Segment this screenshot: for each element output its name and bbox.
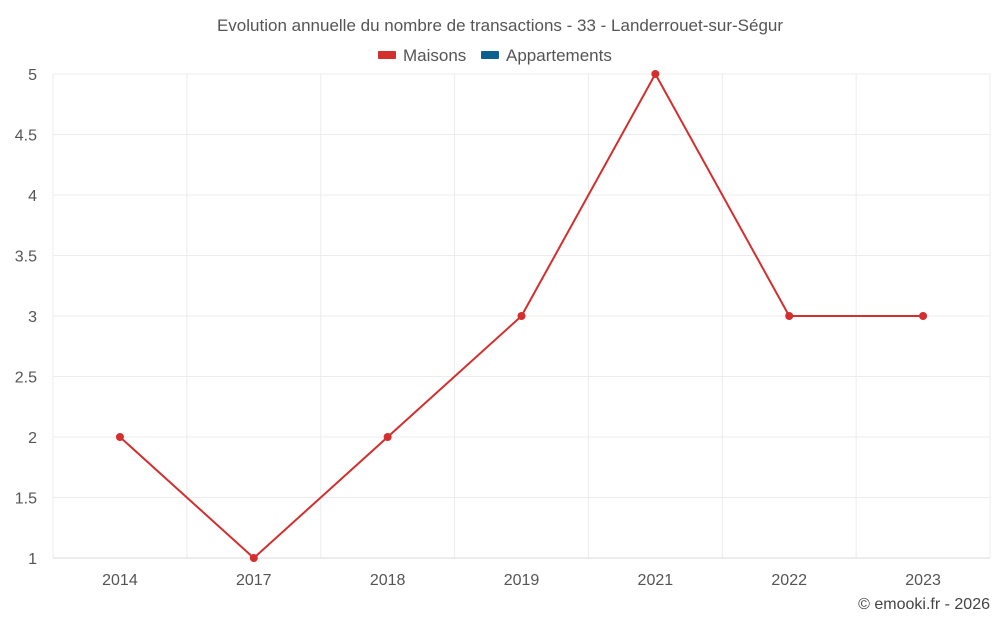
y-tick-labels: 1 1.5 2 2.5 3 3.5 4 4.5 5 <box>15 67 37 568</box>
y-tick-label: 4 <box>28 188 37 205</box>
data-point[interactable] <box>651 70 660 78</box>
data-point[interactable] <box>517 312 526 320</box>
y-tick-label: 2 <box>28 430 37 447</box>
x-gridlines <box>52 74 991 558</box>
x-tick-label: 2023 <box>905 572 941 589</box>
legend-swatch-maisons[interactable] <box>378 51 396 59</box>
data-point[interactable] <box>249 554 258 562</box>
credit-text: © emooki.fr - 2026 <box>858 596 990 613</box>
legend-swatch-appartements[interactable] <box>481 51 499 59</box>
x-tick-label: 2021 <box>638 572 674 589</box>
y-tick-label: 4.5 <box>15 128 37 145</box>
data-point[interactable] <box>785 312 794 320</box>
x-tick-label: 2022 <box>771 572 807 589</box>
y-gridlines <box>53 73 990 498</box>
legend-label-maisons[interactable]: Maisons <box>403 46 466 65</box>
x-tick-label: 2014 <box>102 572 138 589</box>
x-tick-label: 2017 <box>236 572 272 589</box>
data-point[interactable] <box>919 312 928 320</box>
y-tick-label: 3 <box>28 309 37 326</box>
y-tick-label: 3.5 <box>15 249 37 266</box>
x-tick-labels: 2014 2017 2018 2019 2021 2022 2023 <box>102 572 941 589</box>
y-tick-label: 1 <box>28 551 37 568</box>
y-tick-label: 2.5 <box>15 370 37 387</box>
y-tick-label: 5 <box>28 67 37 84</box>
data-point[interactable] <box>383 433 392 441</box>
x-tick-label: 2018 <box>370 572 406 589</box>
legend: Maisons Appartements <box>378 46 612 65</box>
data-point[interactable] <box>115 433 124 441</box>
legend-label-appartements[interactable]: Appartements <box>506 46 612 65</box>
chart-title: Evolution annuelle du nombre de transact… <box>217 16 783 35</box>
y-tick-label: 1.5 <box>15 491 37 508</box>
x-tick-label: 2019 <box>504 572 540 589</box>
series-maisons <box>115 70 928 562</box>
